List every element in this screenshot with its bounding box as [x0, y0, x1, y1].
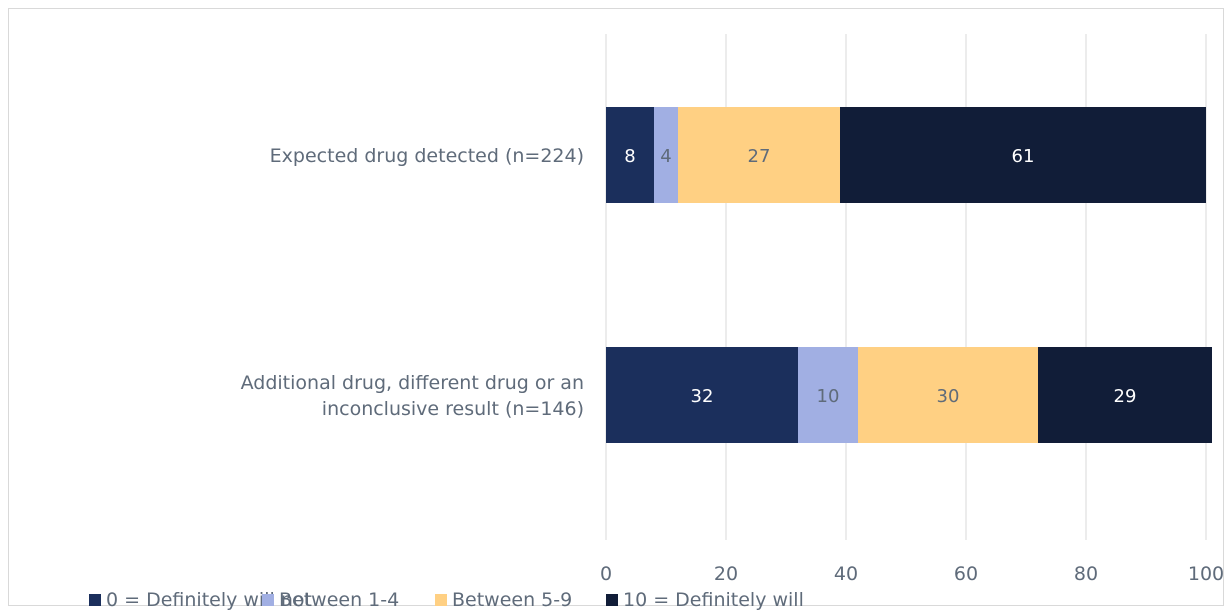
legend-label: 10 = Definitely will: [623, 589, 804, 611]
legend-label: Between 5-9: [452, 589, 572, 611]
category-label: Additional drug, different drug or an: [241, 372, 584, 394]
data-label: 8: [624, 146, 635, 167]
legend-label: Between 1-4: [279, 589, 399, 611]
bar-segment: [606, 107, 654, 203]
x-tick-label: 20: [714, 563, 738, 585]
bar-segment: [1038, 347, 1212, 443]
data-label: 30: [937, 386, 960, 407]
bar-segment: [798, 347, 858, 443]
bar-segment: [840, 107, 1206, 203]
bars: 8 4 27 61 32 10 30 29: [606, 107, 1212, 443]
x-axis-ticks: 0 20 40 60 80 100: [600, 563, 1224, 585]
data-label: 32: [691, 386, 714, 407]
x-tick-label: 80: [1074, 563, 1098, 585]
legend-swatch: [262, 594, 274, 606]
x-tick-label: 40: [834, 563, 858, 585]
category-labels: Expected drug detected (n=224) Additional…: [241, 145, 584, 420]
legend-swatch: [435, 594, 447, 606]
legend-label: 0 = Definitely will not: [106, 589, 312, 611]
data-label: 61: [1012, 146, 1035, 167]
x-tick-label: 100: [1188, 563, 1224, 585]
legend-swatch: [89, 594, 101, 606]
bar-segment: [858, 347, 1038, 443]
data-label: 4: [660, 146, 671, 167]
category-label: inconclusive result (n=146): [322, 398, 584, 420]
bar-segment: [678, 107, 840, 203]
bar-segment: [606, 347, 798, 443]
category-label: Expected drug detected (n=224): [270, 145, 584, 167]
legend-swatch: [606, 594, 618, 606]
bar-segment: [654, 107, 678, 203]
data-label: 10: [817, 386, 840, 407]
x-tick-label: 0: [600, 563, 612, 585]
data-label: 27: [748, 146, 771, 167]
x-tick-label: 60: [954, 563, 978, 585]
data-label: 29: [1114, 386, 1137, 407]
